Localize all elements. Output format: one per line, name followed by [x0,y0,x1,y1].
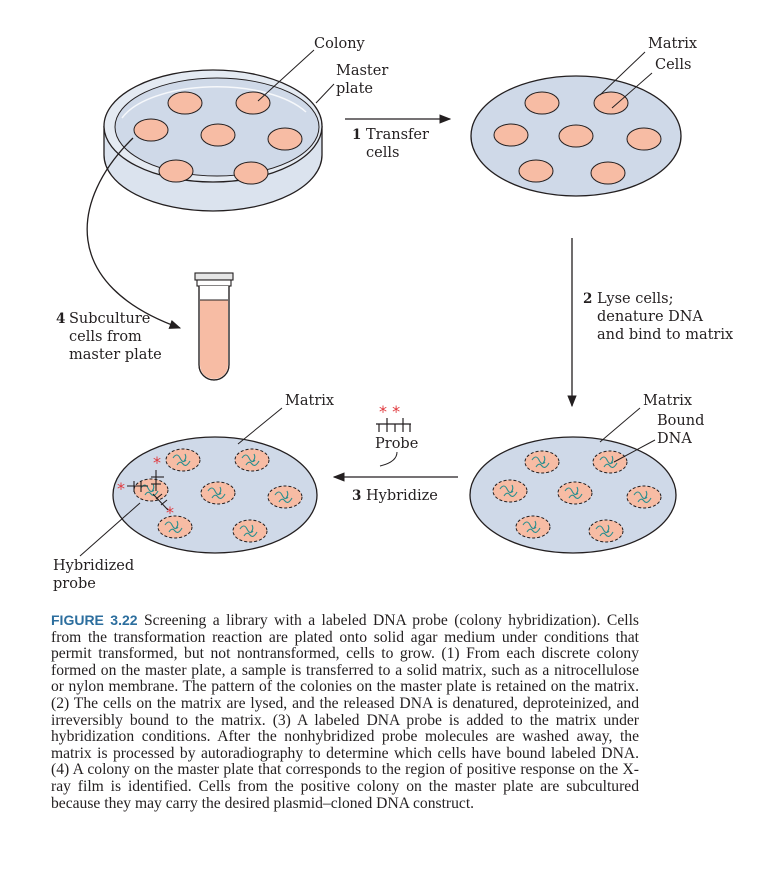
matrix-bottom-left-label: Matrix [285,393,334,409]
probe-leader-line [379,451,398,467]
step4-line3: master plate [69,347,162,363]
colony [133,118,169,142]
colony [592,450,628,474]
step4-line1: Subculture [69,311,150,327]
hybridized-probe-label-line2: probe [53,576,96,592]
colony [158,159,194,183]
hybridized-probe-label-line1: Hybridized [53,558,134,574]
probe-star-icon: * [117,479,125,498]
colony-hybridization-diagram: Colony Master plate 1 Transfer cells Mat… [53,36,733,592]
cells-label: Cells [655,57,691,73]
step2-line2: denature DNA [597,309,703,325]
colony-label: Colony [314,36,366,52]
colony [133,478,169,502]
hybridized-matrix-colonies [133,448,303,543]
test-tube [194,272,234,381]
step1-number: 1 [352,127,361,143]
dna-strand [531,455,550,468]
cells-leader-line [611,72,653,109]
figure-label: FIGURE 3.22 [51,612,138,628]
step1-line2: cells [366,145,399,161]
probe-star-icon: * [166,503,174,522]
bound-dna-colonies [492,450,662,543]
hybridized-probe-marks: * * * [117,453,174,522]
matrix-top-label: Matrix [648,36,697,52]
colony [558,124,594,148]
colony-leader-line [257,49,315,102]
master-plate-label-line1: Master [336,63,388,79]
dna-strand [207,486,226,499]
hybridized-probe-leader-line [79,502,141,557]
colony [493,123,529,147]
step1-line1: Transfer [366,127,429,143]
colony [165,448,201,472]
probe-label: Probe [375,436,418,452]
figure-caption: FIGURE 3.22 Screening a library with a l… [51,612,639,812]
dna-strand [274,490,293,503]
colony [200,481,236,505]
step3-number: 3 [352,488,361,504]
step2-line3: and bind to matrix [597,327,733,343]
colony [267,485,303,509]
subculture-arrow [86,137,182,329]
dna-strand [595,524,614,537]
colony [233,161,269,185]
dna-probe-glyph [376,418,411,432]
bound-dna-label-line1: Bound [657,413,704,429]
probe-star-icon: * [153,453,161,472]
matrix-bottom-right-label: Matrix [643,393,692,409]
matrix-top-leader-line [599,51,646,96]
colony [518,159,554,183]
colony [524,91,560,115]
dna-strand [172,453,191,466]
colony [626,485,662,509]
dna-strand [239,524,258,537]
step4-line2: cells from [69,329,142,345]
master-plate-leader-line [315,83,335,104]
caption-text: Screening a library with a labeled DNA p… [51,612,639,812]
step3-line1: Hybridize [366,488,438,504]
colony [626,127,662,151]
dna-strand [564,486,583,499]
colony [524,450,560,474]
step2-line1: Lyse cells; [597,291,674,307]
colony [593,91,629,115]
colony [267,127,303,151]
colony [232,519,268,543]
step4-number: 4 [56,311,65,327]
dna-strand [241,453,260,466]
probe-label-stars: * * [379,402,400,421]
colony [515,515,551,539]
bound-dna-label-line2: DNA [657,431,692,447]
bound-dna-leader-line [613,439,656,463]
colony [590,161,626,185]
matrix-bottom-left-leader-line [237,407,283,445]
dna-strand [522,520,541,533]
dna-strand [164,520,183,533]
colony [588,519,624,543]
step2-number: 2 [583,291,592,307]
colony [157,515,193,539]
matrix-colonies [493,91,662,185]
dna-strand [499,484,518,497]
colony [200,123,236,147]
colony [167,91,203,115]
dna-strand [633,490,652,503]
colony [234,448,270,472]
matrix-bottom-right-leader-line [599,407,641,443]
colony [492,479,528,503]
dna-strand [599,455,618,468]
master-plate-label-line2: plate [336,81,373,97]
colony [557,481,593,505]
